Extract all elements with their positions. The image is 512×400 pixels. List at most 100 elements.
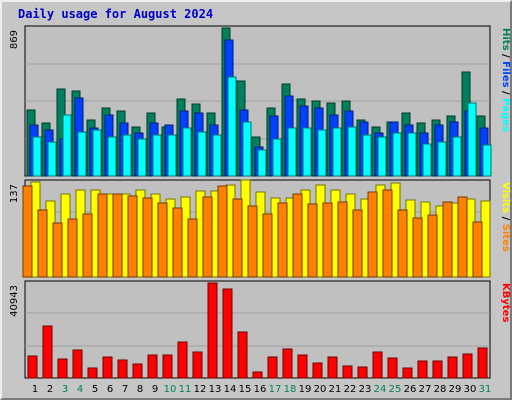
day-label-11: 11 [179,384,192,395]
day-label-3: 3 [62,384,68,395]
day-label-2: 2 [47,384,53,395]
bar-pages-day-22 [347,126,357,177]
day-label-24: 24 [374,384,387,395]
bar-kbytes-day-27 [417,360,428,379]
legend-separator: / [500,51,511,62]
bar-pages-day-30 [467,102,477,177]
bar-pages-day-16 [257,149,267,177]
bar-kbytes-day-10 [162,354,173,379]
bar-kbytes-day-24 [372,351,383,379]
day-label-28: 28 [434,384,447,395]
bar-kbytes-day-20 [312,362,323,379]
bar-sites-day-24 [367,191,378,278]
bar-sites-day-1 [22,185,33,278]
legend-files: Files [500,61,511,87]
bar-kbytes-day-21 [327,356,338,379]
bar-sites-day-30 [457,196,468,278]
bar-sites-day-7 [112,193,123,278]
bar-pages-day-8 [137,138,147,177]
bar-kbytes-day-8 [132,363,143,379]
bar-sites-day-31 [472,221,483,278]
bar-pages-day-31 [482,144,492,177]
bar-pages-day-9 [152,134,162,177]
legend-hits: Hits [500,28,511,51]
bar-sites-day-16 [247,205,258,278]
bar-sites-day-8 [127,195,138,278]
bar-kbytes-day-14 [222,288,233,379]
bar-kbytes-day-15 [237,331,248,379]
bar-kbytes-day-7 [117,359,128,379]
bar-sites-day-26 [397,209,408,278]
bar-kbytes-day-2 [42,325,53,379]
legend-kbytes: KBytes [500,283,511,322]
day-label-25: 25 [389,384,402,395]
bar-kbytes-day-26 [402,367,413,379]
day-label-13: 13 [209,384,222,395]
bar-pages-day-14 [227,76,237,177]
bar-pages-day-3 [62,114,72,177]
bar-sites-day-3 [52,222,63,278]
bar-pages-day-29 [452,136,462,177]
day-label-1: 1 [32,384,38,395]
legend-separator: / [500,88,511,99]
day-label-16: 16 [254,384,267,395]
bar-kbytes-day-5 [87,367,98,379]
legend-visits-sites: Visits / Sites [500,182,511,252]
day-label-15: 15 [239,384,252,395]
bar-sites-day-4 [67,218,78,278]
legend-sites: Sites [500,224,511,252]
bar-sites-day-11 [172,207,183,278]
bar-kbytes-day-4 [72,349,83,379]
bar-kbytes-day-22 [342,365,353,379]
bar-sites-day-18 [277,202,288,278]
bar-kbytes-day-18 [282,348,293,379]
bar-pages-day-27 [422,143,432,177]
bar-pages-day-19 [302,127,312,177]
bar-kbytes-day-13 [207,282,218,379]
day-label-23: 23 [359,384,372,395]
bar-pages-day-15 [242,121,252,177]
day-label-4: 4 [77,384,83,395]
day-label-21: 21 [329,384,342,395]
bar-sites-day-13 [202,196,213,278]
bar-sites-day-12 [187,218,198,278]
bar-pages-day-10 [167,134,177,177]
bar-kbytes-day-29 [447,356,458,379]
bar-kbytes-day-11 [177,341,188,379]
bar-sites-day-20 [307,203,318,278]
bar-kbytes-day-12 [192,351,203,379]
bar-kbytes-day-6 [102,356,113,379]
bar-sites-day-14 [217,185,228,278]
legend-separator: / [500,213,511,224]
bar-kbytes-day-28 [432,360,443,379]
day-label-9: 9 [152,384,158,395]
bar-sites-day-27 [412,217,423,278]
bar-sites-day-22 [337,201,348,278]
bar-pages-day-24 [377,136,387,177]
legend-kbytes: KBytes [500,283,511,322]
legend-visits: Visits [500,182,511,213]
day-label-17: 17 [269,384,282,395]
bar-sites-day-25 [382,189,393,278]
bar-sites-day-10 [157,202,168,278]
day-label-22: 22 [344,384,357,395]
day-label-14: 14 [224,384,237,395]
bar-kbytes-day-30 [462,353,473,379]
bar-pages-day-23 [362,134,372,177]
day-label-18: 18 [284,384,297,395]
bar-kbytes-day-3 [57,358,68,379]
bar-kbytes-day-17 [267,356,278,379]
bar-pages-day-11 [182,127,192,177]
bar-sites-day-6 [97,193,108,278]
day-label-27: 27 [419,384,432,395]
bar-sites-day-5 [82,213,93,278]
bar-pages-day-1 [32,136,42,177]
bar-pages-day-13 [212,134,222,177]
bar-pages-day-7 [122,134,132,177]
bar-pages-day-6 [107,136,117,177]
day-label-26: 26 [404,384,417,395]
bar-sites-day-28 [427,214,438,278]
bar-kbytes-day-23 [357,366,368,379]
y-max-label-visits-sites: 137 [9,184,20,203]
